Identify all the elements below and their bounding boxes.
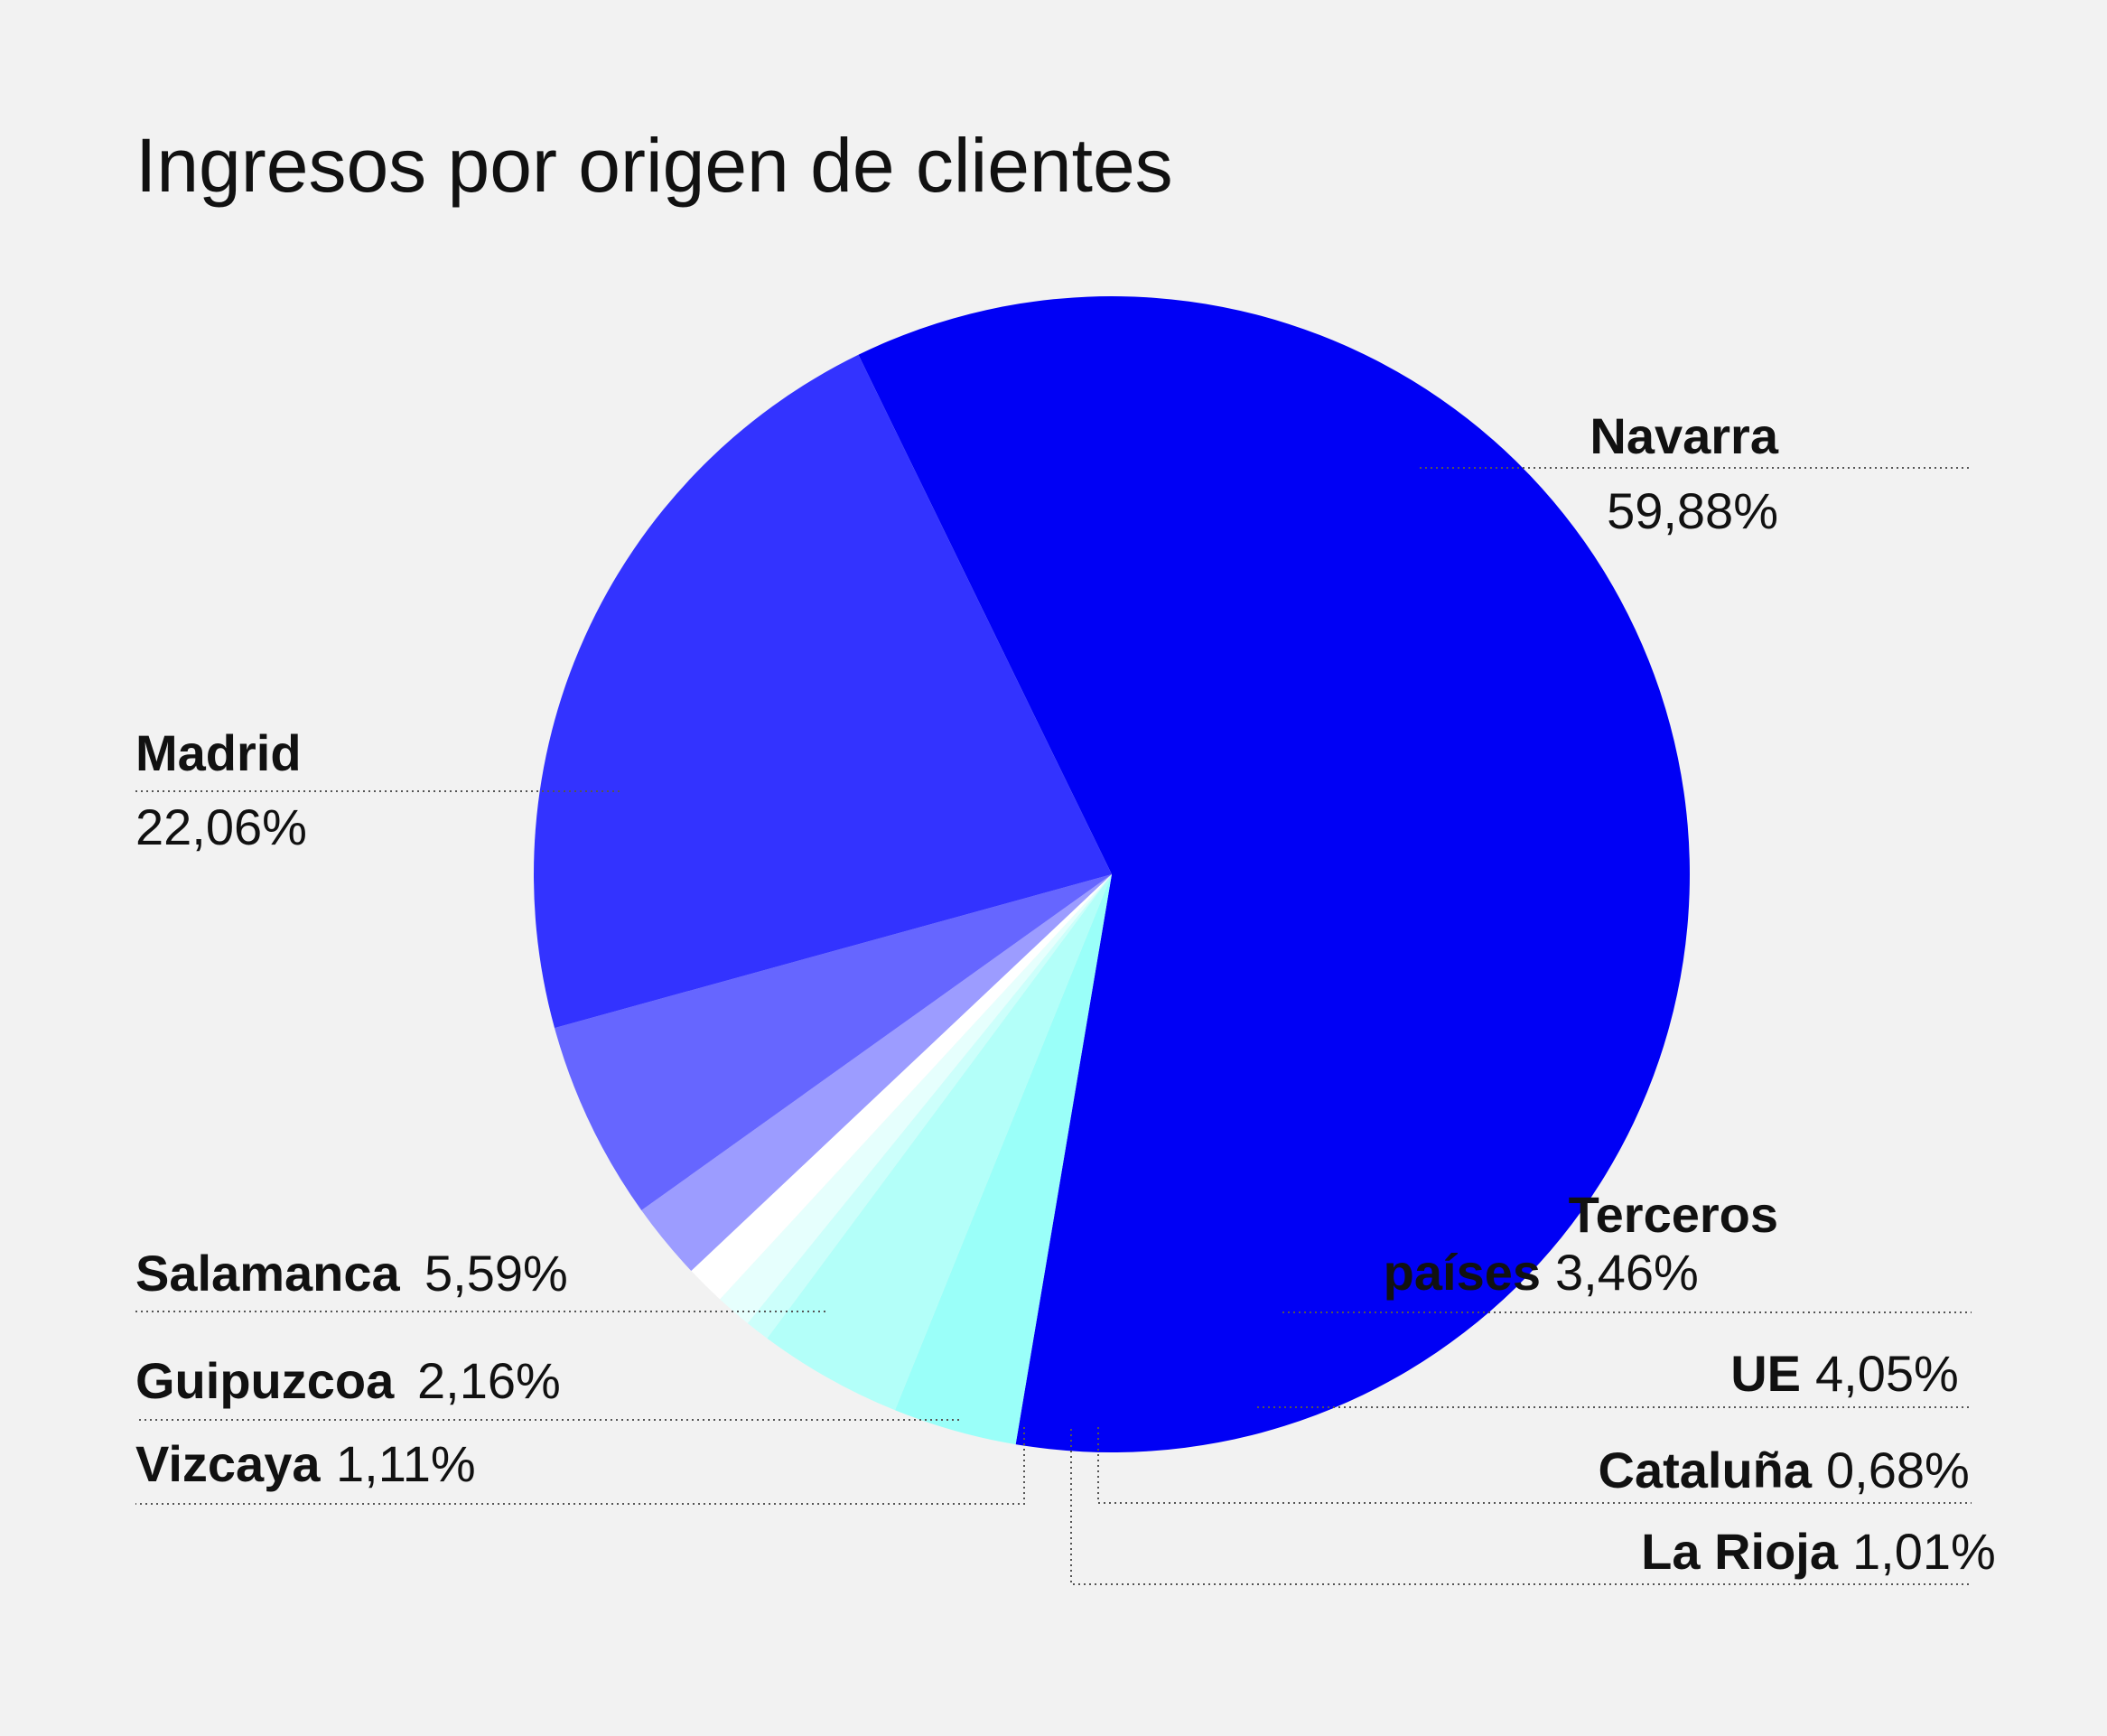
slice-label-la-rioja: La Rioja (1641, 1523, 1839, 1580)
slice-value-ue: 4,05% (1815, 1345, 1959, 1402)
pie-slice-cataluna (747, 874, 1112, 1339)
slice-label-cataluna: Cataluña (1599, 1442, 1813, 1498)
pie-slice-salamanca (555, 874, 1112, 1211)
slice-value-cataluna: 0,68% (1826, 1442, 1970, 1498)
slice-label-terceros-paises: Terceros países (1384, 1186, 1778, 1301)
leader-lines (135, 467, 1972, 1585)
pie-slice-vizcaya (691, 874, 1112, 1300)
slice-labels: Navarra 59,88% Terceros países 3,46% UE 4,05%C… (135, 407, 1996, 1580)
pie-slice-madrid (534, 354, 1112, 1029)
pie-slices (534, 296, 1690, 1453)
slice-label-navarra: Navarra (1590, 407, 1778, 464)
leader-line-vizcaya (135, 1427, 1025, 1505)
pie-slice-guipuzcoa (641, 874, 1112, 1272)
slice-label-ue: UE (1730, 1345, 1801, 1402)
slice-value-salamanca: 5,59% (424, 1245, 568, 1302)
slice-label-vizcaya: Vizcaya (135, 1435, 321, 1492)
chart-title: Ingresos por origen de clientes (135, 123, 1173, 208)
pie-slice-navarra (858, 296, 1690, 1453)
slice-value-guipuzcoa: 2,16% (417, 1352, 561, 1409)
slice-value-terceros-paises: 3,46% (1555, 1244, 1699, 1301)
pie-slice-terceros-paises (895, 874, 1112, 1445)
slice-value-vizcaya: 1,11% (336, 1435, 476, 1492)
pie-slice-la-rioja (720, 874, 1112, 1324)
slice-label-salamanca: Salamanca (135, 1245, 400, 1302)
slice-label-guipuzcoa: Guipuzcoa (135, 1352, 395, 1409)
slice-value-la-rioja: 1,01% (1852, 1523, 1996, 1580)
pie-slice-ue (767, 874, 1112, 1411)
slice-label-madrid: Madrid (135, 724, 302, 781)
leader-line-cataluna (1097, 1427, 1972, 1504)
slice-value-madrid: 22,06% (135, 798, 307, 855)
slice-value-navarra: 59,88% (1607, 482, 1778, 539)
